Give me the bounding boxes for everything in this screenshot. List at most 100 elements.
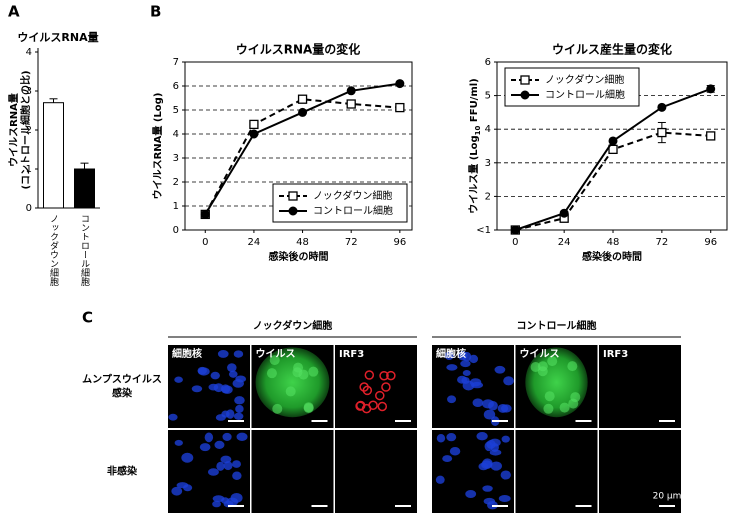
series-line <box>514 87 712 231</box>
micrograph: 20 μm <box>599 430 681 513</box>
y-axis-label-part: ウイルス量 (Log <box>467 135 480 213</box>
nucleus <box>435 475 445 484</box>
irf3-ring <box>364 370 375 380</box>
irf3-ring <box>381 382 391 392</box>
micrograph: 細胞核 <box>168 345 250 428</box>
nucleus <box>457 375 468 384</box>
micrograph: ウイルス <box>515 345 598 428</box>
nucleus <box>225 409 235 419</box>
infected-cell <box>292 367 303 378</box>
marker <box>657 102 667 112</box>
x-tick-label: 96 <box>704 237 717 248</box>
marker <box>559 208 569 218</box>
panel-label: C <box>82 309 93 327</box>
nucleus <box>469 378 482 387</box>
infected-cell <box>543 403 554 414</box>
series-line <box>204 98 400 215</box>
group-header: コントロール細胞 <box>517 319 597 332</box>
image-bg <box>599 345 681 428</box>
nucleus <box>482 485 493 492</box>
x-tick-label: 48 <box>296 237 309 248</box>
plot-frame <box>496 61 728 231</box>
nucleus <box>490 443 499 452</box>
nucleus <box>222 432 232 441</box>
nucleus <box>498 494 511 503</box>
nucleus <box>482 399 494 409</box>
infected-cell <box>303 403 314 414</box>
nucleus <box>214 440 225 449</box>
irf3-ring <box>386 370 396 381</box>
nucleus <box>226 497 239 507</box>
x-axis-label: 感染後の時間 <box>269 250 329 263</box>
scale-label: 20 μm <box>653 492 682 502</box>
irf3-ring <box>379 370 389 381</box>
column-label: ウイルス <box>520 348 560 360</box>
legend-label: ノックダウン細胞 <box>313 189 392 202</box>
nucleus <box>449 447 461 456</box>
x-tick-label: 96 <box>393 237 406 248</box>
y-tick-label: 2 <box>26 125 32 136</box>
nucleus <box>494 365 506 374</box>
marker <box>395 79 405 89</box>
nucleus <box>501 435 510 443</box>
legend-label: コントロール細胞 <box>545 88 625 101</box>
marker <box>346 99 356 109</box>
nucleus <box>478 462 489 471</box>
micrograph: IRF3 <box>599 345 681 428</box>
nucleus <box>235 404 244 413</box>
nucleus <box>458 351 468 361</box>
micrograph <box>251 430 334 513</box>
nucleus <box>462 369 471 376</box>
legend-label: ノックダウン細胞 <box>545 73 624 86</box>
nucleus <box>436 433 446 443</box>
y-axis-label-line: (コントロール細胞との比) <box>19 70 32 189</box>
infected-cell <box>530 361 541 372</box>
marker <box>298 107 308 117</box>
column-label: 細胞核 <box>436 347 466 360</box>
infected-cell <box>269 355 280 366</box>
nucleus <box>174 439 183 446</box>
chart-title: ウイルスRNA量 <box>17 31 98 44</box>
y-tick-label: 1 <box>26 164 32 175</box>
irf3-ring <box>375 390 385 401</box>
nucleus <box>469 354 479 364</box>
nucleus <box>221 497 230 504</box>
y-axis-label-line: ウイルスRNA量 <box>7 93 20 167</box>
nucleus <box>444 351 454 360</box>
image-bg <box>251 430 334 513</box>
y-axis-label: ウイルスRNA量 (Log) <box>151 93 164 200</box>
nucleus <box>207 468 219 476</box>
micrograph <box>515 430 598 513</box>
infected-cell <box>570 392 581 403</box>
infected-cell <box>272 403 283 414</box>
y-tick-label: 3 <box>485 158 491 169</box>
nucleus <box>197 366 207 375</box>
nucleus <box>500 470 511 480</box>
marker <box>346 86 356 96</box>
row-label: ムンプスウイルス <box>82 373 162 386</box>
y-tick-label: 4 <box>173 129 179 140</box>
micrograph <box>335 430 417 513</box>
nucleus <box>472 398 484 407</box>
x-tick-label: 48 <box>607 237 620 248</box>
marker <box>510 225 520 235</box>
marker <box>608 136 618 146</box>
nucleus <box>446 364 458 371</box>
y-axis-label-part: ウイルスRNA量 (Log) <box>151 93 164 200</box>
y-axis-label: ウイルス量 (Log10 FFU/ml) <box>467 78 482 214</box>
legend-label: コントロール細胞 <box>313 204 393 217</box>
legend-box <box>504 67 640 107</box>
nucleus <box>465 489 477 499</box>
row-label: 非感染 <box>107 465 138 478</box>
y-tick-label: 6 <box>485 57 491 68</box>
image-bg <box>335 345 417 428</box>
nucleus <box>234 396 245 405</box>
nucleus <box>227 363 237 373</box>
infected-cell <box>547 356 558 367</box>
y-tick-label: 7 <box>173 57 179 68</box>
panel-label: A <box>8 3 20 21</box>
marker <box>288 191 298 201</box>
legend-box <box>272 183 408 223</box>
marker <box>706 84 716 94</box>
nucleus <box>446 433 457 442</box>
